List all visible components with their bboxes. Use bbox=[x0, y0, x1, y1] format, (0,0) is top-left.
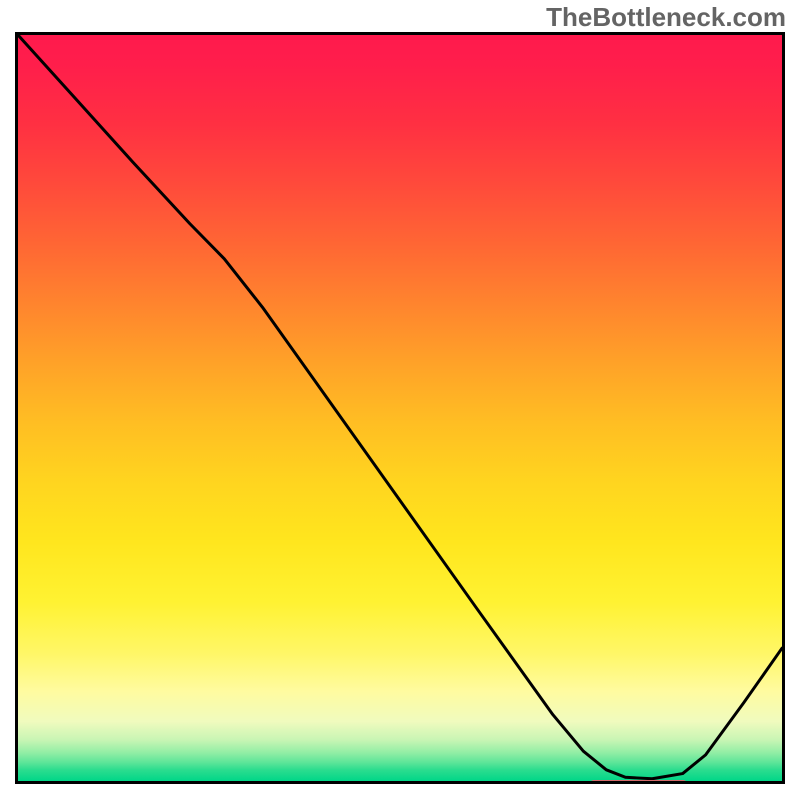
bottleneck-curve bbox=[18, 35, 782, 781]
watermark-text: TheBottleneck.com bbox=[546, 2, 786, 33]
chart-container: TheBottleneck.com bbox=[0, 0, 800, 800]
optimal-range-marker bbox=[589, 780, 688, 784]
plot-area bbox=[15, 32, 785, 784]
